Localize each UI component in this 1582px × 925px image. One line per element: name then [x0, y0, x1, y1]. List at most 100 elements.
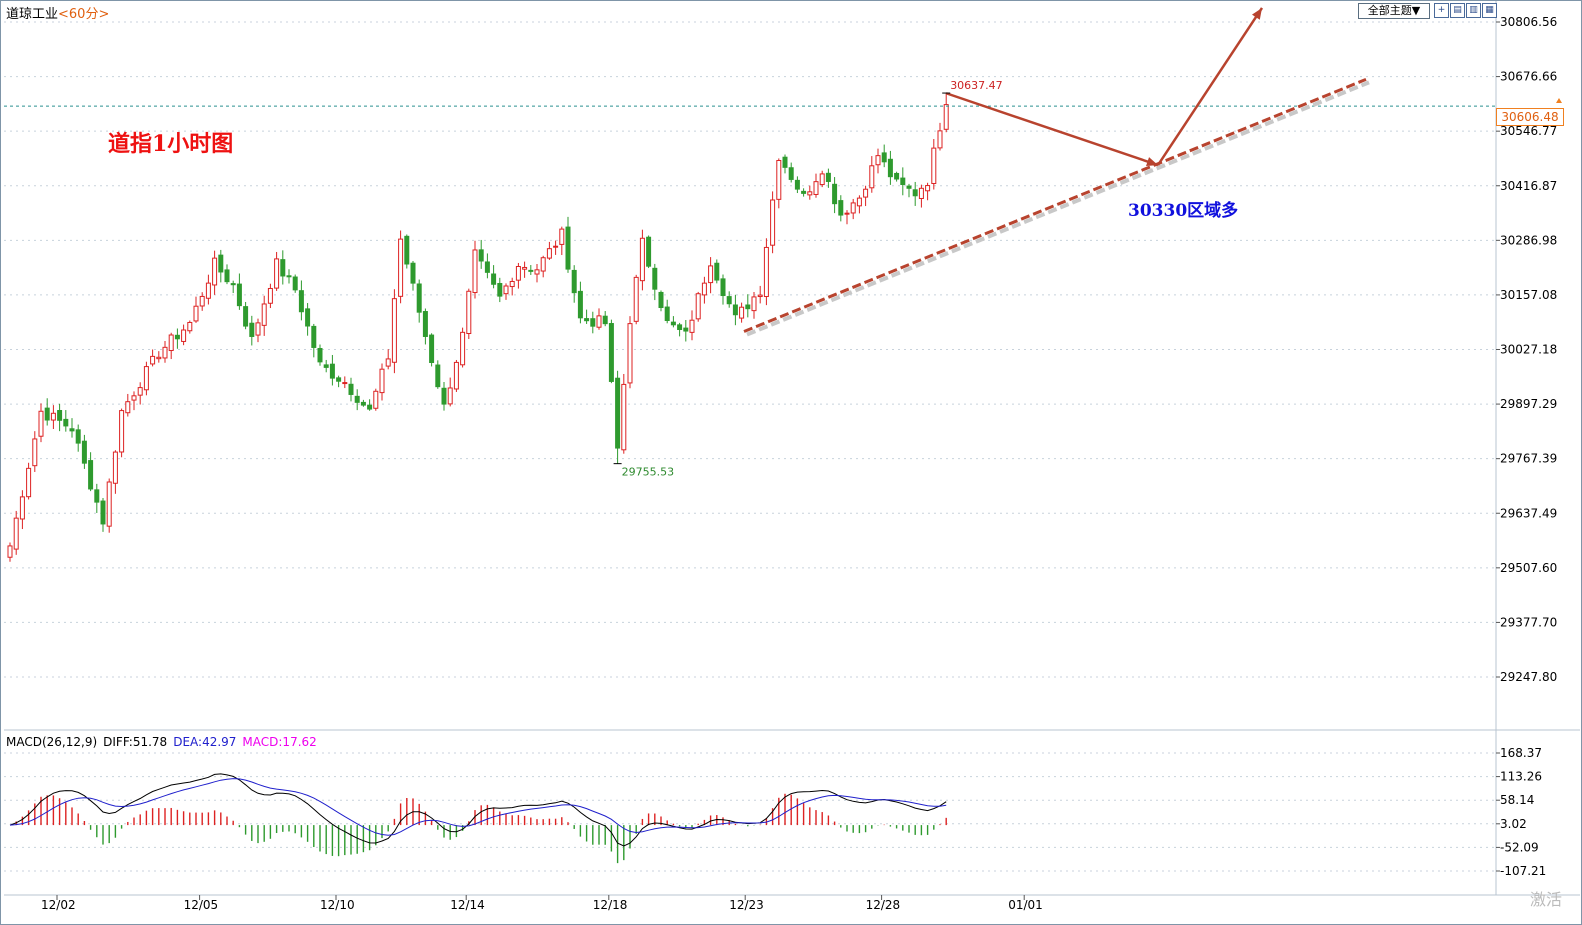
price-tick-label: 29377.70 [1500, 615, 1557, 629]
candle-down [652, 267, 658, 290]
candle-up [540, 257, 546, 272]
macd-tick-label: -52.09 [1500, 840, 1539, 854]
price-tick-label: 29897.29 [1500, 397, 1557, 411]
candle-down [825, 172, 831, 182]
candle-down [590, 318, 596, 327]
candle-up [261, 303, 267, 326]
crosshair-button[interactable]: + [1434, 3, 1449, 18]
candle-down [224, 269, 230, 283]
candle-up [466, 290, 472, 335]
candle-up [559, 228, 565, 245]
macd-dea-value: DEA:42.97 [173, 735, 237, 749]
candle-down [478, 249, 484, 262]
candle-down [664, 306, 670, 321]
macd-histogram [15, 793, 947, 864]
candle-down [745, 304, 751, 310]
candle-down [658, 291, 664, 308]
dea-line [9, 778, 947, 836]
candle-down [348, 383, 354, 395]
candle-up [763, 246, 769, 298]
candle-up [509, 280, 515, 288]
candle-up [119, 410, 125, 453]
candle-down [720, 278, 726, 297]
candle-up [379, 368, 385, 394]
candle-down [323, 364, 329, 368]
candle-down [230, 283, 236, 286]
price-tick-label: 30416.87 [1500, 179, 1557, 193]
candle-down [218, 254, 224, 273]
candle-up [205, 282, 211, 299]
candle-down [615, 377, 621, 449]
candle-down [410, 262, 416, 284]
candle-down [900, 177, 906, 186]
candle-up [187, 321, 193, 332]
candle-up [937, 130, 943, 149]
candle-down [646, 236, 652, 267]
candle-down [794, 179, 800, 190]
candle-down [491, 273, 497, 285]
instrument-title: 道琼工业<60分> [6, 3, 109, 22]
candle-down [571, 269, 577, 294]
candle-up [447, 387, 453, 405]
candle-up [50, 412, 56, 421]
price-tick-label: 29507.60 [1500, 561, 1557, 575]
macd-tick-label: -107.21 [1500, 864, 1546, 878]
candle-up [38, 410, 44, 437]
diff-line [9, 773, 947, 847]
price-tick-label: 29767.39 [1500, 452, 1557, 466]
candle-up [522, 266, 528, 270]
candle-up [819, 173, 825, 186]
candle-up [534, 269, 540, 275]
candle-down [565, 226, 571, 270]
price-tick-label: 29637.49 [1500, 506, 1557, 520]
theme-select-button[interactable]: 全部主题▼ [1358, 3, 1430, 19]
candle-down [881, 152, 887, 163]
candle-up [212, 257, 218, 286]
candle-down [732, 304, 738, 316]
price-tick-label: 30027.18 [1500, 343, 1557, 357]
candle-down [236, 283, 242, 307]
candle-up [255, 322, 261, 336]
macd-axis: 168.37 113.26 58.14 3.02 -52.09 -107.21 [1496, 746, 1546, 878]
candle-down [887, 158, 893, 178]
layout-2-button[interactable]: ▥ [1466, 3, 1481, 18]
main-grid [4, 0, 1580, 896]
candle-up [621, 383, 627, 451]
price-tick-label: 30157.08 [1500, 288, 1557, 302]
candle-down [44, 407, 50, 421]
candle-down [174, 334, 180, 340]
candle-down [584, 318, 590, 322]
low-label: 29755.53 [622, 466, 675, 479]
candle-up [701, 282, 707, 296]
trend-line [743, 77, 1367, 333]
period-label: <60分> [58, 7, 110, 22]
projection-arrow-up [1156, 7, 1264, 166]
macd-tick-label: 113.26 [1500, 770, 1542, 784]
candle-up [553, 245, 559, 248]
candle-down [354, 395, 360, 403]
candle-down [441, 387, 447, 405]
candle-down [280, 259, 286, 277]
time-tick-label: 12/05 [184, 898, 219, 912]
candle-up [639, 237, 645, 282]
candle-down [894, 172, 900, 180]
candle-down [416, 283, 422, 313]
buy-zone-annotation: 30330区域多 [1128, 201, 1239, 221]
candle-down [360, 401, 366, 406]
time-tick-label: 12/28 [866, 898, 901, 912]
candle-down [683, 327, 689, 332]
time-axis: 12/02 12/05 12/10 12/14 12/18 12/23 12/28 01/01 [41, 895, 1043, 912]
candle-down [292, 276, 298, 291]
macd-diff-value: DIFF:51.78 [103, 735, 168, 749]
candle-down [63, 418, 69, 427]
candle-up [7, 545, 13, 558]
layout-1-button[interactable]: ▤ [1450, 3, 1465, 18]
candle-down [336, 377, 342, 382]
candle-up [13, 517, 19, 550]
layout-3-button[interactable]: ▦ [1482, 3, 1497, 18]
last-price-tag: 30606.48 [1496, 108, 1564, 126]
watermark-text: 激活 [1530, 890, 1563, 909]
candle-down [75, 429, 81, 444]
candle-down [838, 200, 844, 216]
candle-up [398, 238, 404, 297]
